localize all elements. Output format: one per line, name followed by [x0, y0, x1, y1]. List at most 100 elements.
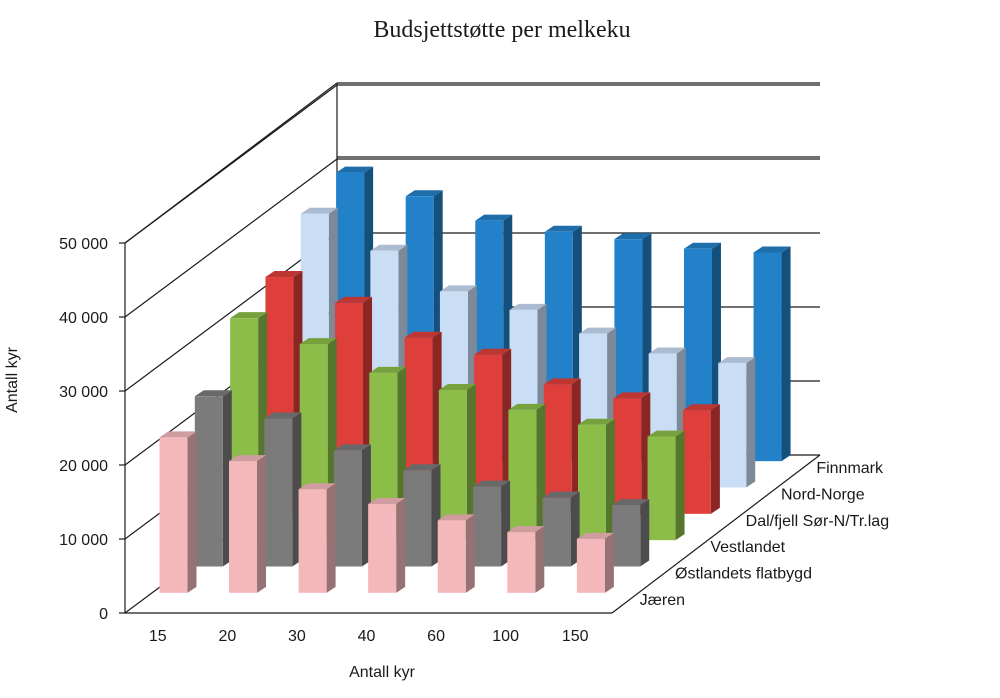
bar — [333, 444, 371, 567]
bar-side — [675, 430, 685, 541]
bar-front — [368, 504, 397, 593]
bars — [159, 166, 791, 593]
bar — [753, 246, 791, 462]
bar-top — [194, 390, 232, 397]
bar — [298, 483, 336, 593]
bar-front — [159, 437, 188, 593]
bar-top — [576, 532, 614, 539]
bar-top — [333, 444, 371, 451]
bar — [508, 403, 546, 541]
bar-top — [438, 383, 476, 390]
bar-top — [753, 246, 791, 253]
bar-side — [710, 404, 720, 514]
bar — [682, 404, 720, 514]
bar-top — [718, 357, 756, 364]
bar-top — [369, 366, 407, 373]
bar-front — [473, 486, 502, 567]
bar-top — [439, 285, 477, 292]
bar-side — [640, 499, 650, 567]
bar — [577, 418, 615, 541]
y-tick-label: 30 000 — [59, 384, 108, 401]
bar-top — [509, 303, 547, 310]
bar-top — [577, 418, 615, 425]
bar-top — [543, 378, 581, 385]
bar-top — [508, 403, 546, 410]
bar-top — [298, 483, 336, 490]
x-tick-label: 15 — [149, 628, 167, 645]
bar-top — [299, 338, 337, 345]
bar-side — [781, 246, 791, 462]
bar-front — [264, 418, 293, 567]
bar-top — [370, 244, 408, 251]
bar-front — [229, 461, 258, 593]
y-tick-label: 50 000 — [59, 236, 108, 253]
bar-front — [542, 497, 571, 567]
bar-top — [507, 526, 545, 533]
bar-top — [264, 412, 302, 419]
bar — [542, 491, 580, 567]
gridline-side — [124, 158, 338, 318]
series-axis-labels: Jæren Østlandets flatbygd Vestlandet Dal/fj… — [640, 460, 889, 609]
bar-front — [437, 520, 466, 593]
bar-top — [475, 214, 513, 221]
bar — [403, 464, 441, 567]
bar — [437, 514, 475, 593]
bar-front — [507, 532, 536, 593]
series-label: Vestlandet — [710, 539, 785, 556]
series-label: Østlandets flatbygd — [675, 566, 812, 583]
bar-top — [648, 347, 686, 354]
y-tick-label: 40 000 — [59, 310, 108, 327]
bar-side — [326, 483, 336, 593]
y-tick-label: 0 — [99, 606, 108, 623]
bar-front — [576, 538, 605, 593]
bar-front — [612, 505, 641, 567]
bar-front — [298, 489, 327, 593]
bar — [368, 498, 406, 593]
y-tick-label: 10 000 — [59, 532, 108, 549]
bar-front — [647, 436, 676, 541]
bar-top — [544, 225, 582, 232]
x-tick-label: 150 — [562, 628, 589, 645]
series-1 — [194, 390, 650, 567]
bar-front — [682, 410, 711, 514]
series-label: Jæren — [640, 592, 685, 609]
series-label: Finnmark — [816, 460, 884, 477]
bar — [612, 499, 650, 567]
bar-front — [753, 252, 782, 462]
x-tick-label: 40 — [358, 628, 376, 645]
bar-top — [437, 514, 475, 521]
bar — [576, 532, 614, 593]
bar-top — [647, 430, 685, 437]
bar-front — [194, 396, 223, 567]
bar-front — [577, 424, 606, 541]
bar-top — [612, 499, 650, 506]
y-tick-label: 20 000 — [59, 458, 108, 475]
bar-front — [613, 398, 642, 514]
bar — [159, 431, 197, 593]
y-axis-ticks: 0 10 000 20 000 30 000 40 000 50 000 — [59, 236, 108, 623]
bar-top — [579, 327, 617, 334]
bar-top — [473, 480, 511, 487]
chart-title: Budsjettstøtte per melkeku — [373, 17, 630, 43]
series-0 — [159, 431, 614, 593]
bar-side — [535, 526, 545, 593]
bar — [194, 390, 232, 567]
bar-side — [604, 532, 614, 593]
bar-top — [683, 242, 721, 249]
bar-top — [265, 271, 303, 278]
bar-side — [746, 357, 756, 488]
bar-front — [333, 450, 362, 567]
bar-side — [465, 514, 475, 593]
x-tick-label: 100 — [492, 628, 519, 645]
bar-top — [368, 498, 406, 505]
x-tick-label: 30 — [288, 628, 306, 645]
x-tick-label: 60 — [427, 628, 445, 645]
x-axis-labels: 15 20 30 40 60 100 150 — [149, 628, 589, 645]
x-tick-label: 20 — [218, 628, 236, 645]
bar-front — [718, 363, 747, 488]
bar — [718, 357, 756, 488]
bar — [507, 526, 545, 593]
x-axis-title: Antall kyr — [349, 664, 415, 681]
y-axis-title: Antall kyr — [4, 346, 21, 412]
